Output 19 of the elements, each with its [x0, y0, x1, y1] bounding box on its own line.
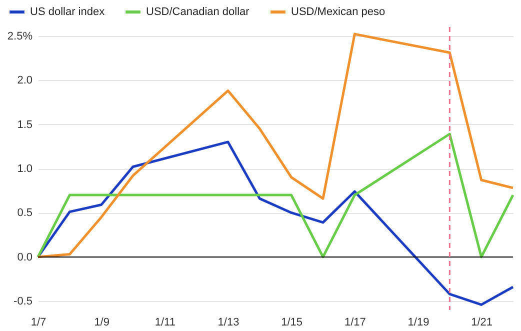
x-tick-label: 1/15	[281, 316, 303, 328]
x-tick-label: 1/11	[154, 316, 176, 328]
x-tick-label: 1/9	[94, 316, 110, 328]
x-tick-label: 1/17	[344, 316, 366, 328]
x-tick-label: 1/7	[30, 316, 46, 328]
y-tick-label: 0.5	[17, 207, 32, 220]
x-tick-label: 1/19	[408, 316, 430, 328]
y-tick-label: 1.5	[17, 118, 32, 131]
legend-label: USD/Canadian dollar	[146, 6, 250, 18]
x-tick-label: 1/13	[218, 316, 240, 328]
legend-label: USD/Mexican peso	[291, 6, 386, 18]
y-tick-label: 2.5%	[7, 30, 33, 42]
line-series	[36, 32, 514, 258]
y-tick-label: 1.0	[17, 163, 32, 175]
y-tick-label: 2.0	[17, 74, 32, 87]
y-tick-label: -0.5	[14, 296, 32, 308]
legend-label: US dollar index	[30, 6, 106, 18]
y-tick-label: 0.0	[17, 251, 32, 264]
x-tick-label: 1/21	[471, 316, 493, 328]
